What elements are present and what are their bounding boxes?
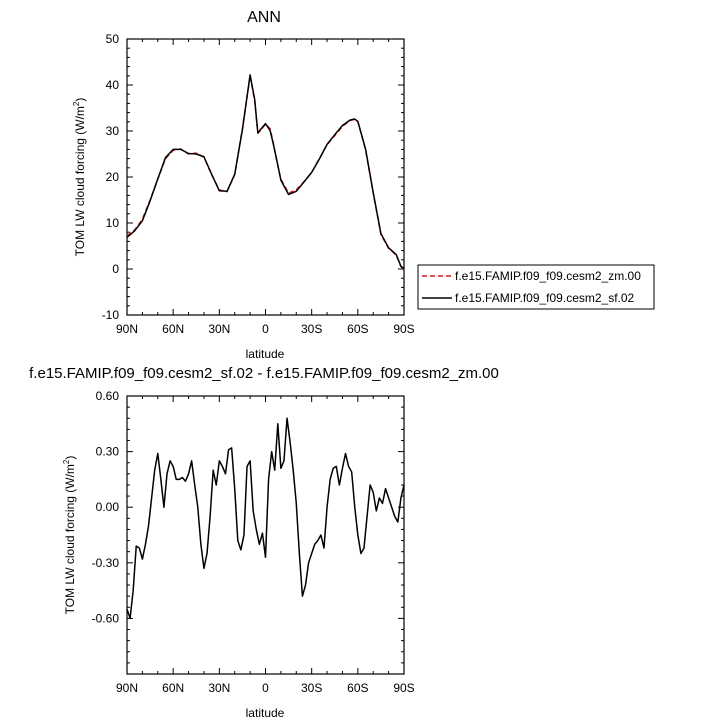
- top-x-tick-label: 90N: [116, 322, 138, 336]
- bottom-y-tick-label: 0.60: [96, 389, 120, 403]
- top-x-tick-label: 30S: [301, 322, 322, 336]
- bottom-y-tick-label: 0.00: [96, 500, 120, 514]
- legend-label-zm: f.e15.FAMIP.f09_f09.cesm2_zm.00: [455, 269, 641, 283]
- bottom-x-tick-label: 90S: [393, 681, 414, 695]
- legend: f.e15.FAMIP.f09_f09.cesm2_zm.00 f.e15.FA…: [417, 264, 655, 310]
- top-series-line-1: [126, 74, 405, 270]
- bottom-x-tick-label: 60N: [162, 681, 184, 695]
- top-y-tick-label: 10: [106, 216, 120, 230]
- top-panel: ANN 90N 60N 30N 0 30S 60S 90S -10 0 10 20 30 40 50 la…: [72, 9, 415, 361]
- bottom-panel: f.e15.FAMIP.f09_f09.cesm2_sf.02 - f.e15.…: [29, 365, 499, 720]
- bottom-x-tick-label: 90N: [116, 681, 138, 695]
- top-x-tick-label: 30N: [208, 322, 230, 336]
- bottom-x-tick-label: 60S: [347, 681, 368, 695]
- top-series-line-0: [126, 75, 405, 270]
- bottom-series-line-0: [126, 417, 405, 620]
- top-plot-frame: [126, 38, 405, 316]
- legend-label-sf: f.e15.FAMIP.f09_f09.cesm2_sf.02: [455, 291, 635, 305]
- top-x-tick-label: 60N: [162, 322, 184, 336]
- bottom-y-tick-label: -0.30: [92, 556, 120, 570]
- bottom-x-axis-label: latitude: [246, 706, 285, 720]
- top-axis-ticks: 90N 60N 30N 0 30S 60S 90S -10 0 10 20 30 40 50: [102, 32, 415, 336]
- bottom-series-lines: [126, 417, 405, 620]
- top-x-tick-label: 90S: [393, 322, 414, 336]
- bottom-y-tick-label: 0.30: [96, 445, 120, 459]
- top-series-lines: [126, 74, 405, 270]
- top-y-tick-label: -10: [102, 308, 120, 322]
- top-y-tick-label: 20: [106, 170, 120, 184]
- bottom-y-axis-label: TOM LW cloud forcing (W/m2): [62, 456, 77, 615]
- bottom-x-tick-label: 0: [262, 681, 269, 695]
- bottom-x-tick-label: 30S: [301, 681, 322, 695]
- bottom-y-tick-label: -0.60: [92, 611, 120, 625]
- top-x-tick-label: 60S: [347, 322, 368, 336]
- top-x-tick-label: 0: [262, 322, 269, 336]
- top-y-tick-label: 50: [106, 32, 120, 46]
- bottom-axis-ticks: 90N 60N 30N 0 30S 60S 90S -0.60 -0.30 0.00 0.30 0.6…: [92, 389, 415, 695]
- bottom-chart-title: f.e15.FAMIP.f09_f09.cesm2_sf.02 - f.e15.…: [29, 365, 499, 382]
- top-chart-title: ANN: [247, 9, 281, 26]
- top-y-axis-label: TOM LW cloud forcing (W/m2): [72, 98, 87, 257]
- top-y-tick-label: 0: [112, 262, 119, 276]
- top-x-axis-label: latitude: [246, 347, 285, 361]
- bottom-x-tick-label: 30N: [208, 681, 230, 695]
- top-y-tick-label: 40: [106, 78, 120, 92]
- bottom-plot-frame: [126, 395, 405, 675]
- top-y-tick-label: 30: [106, 124, 120, 138]
- legend-box: [417, 264, 655, 310]
